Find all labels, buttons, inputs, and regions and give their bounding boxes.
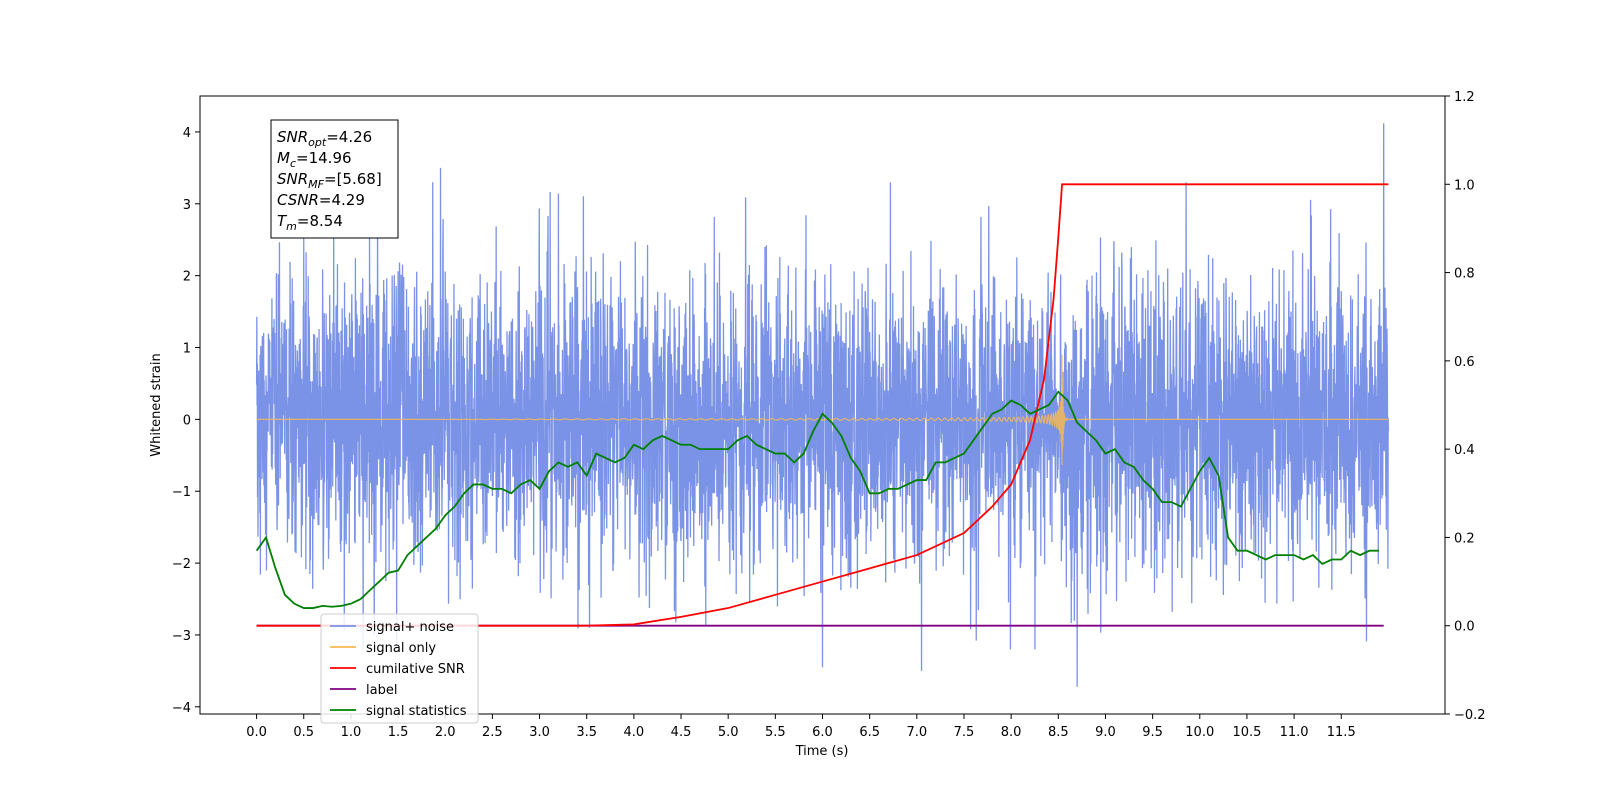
y-left-tick-label: −3 — [172, 629, 191, 644]
y-right-tick-label: 0.0 — [1454, 620, 1475, 635]
x-tick-label: 6.0 — [812, 725, 833, 740]
y-right-tick-label: 0.4 — [1454, 443, 1475, 458]
x-tick-label: 9.5 — [1142, 725, 1163, 740]
info-box-line: CSNR=4.29 — [277, 191, 365, 209]
x-tick-label: 7.5 — [954, 725, 975, 740]
x-tick-label: 2.5 — [482, 725, 503, 740]
y-left-tick-label: 4 — [183, 126, 191, 141]
y-axis-right: 1.2 1.0 0.8 0.6 0.4 0.2 0.0 −0.2 — [1445, 90, 1486, 723]
x-tick-label: 4.5 — [671, 725, 692, 740]
x-tick-label: 2.0 — [435, 725, 456, 740]
info-box: SNRopt=4.26Mc=14.96SNRMF=[5.68]CSNR=4.29… — [270, 119, 399, 239]
x-tick-label: 9.0 — [1095, 725, 1116, 740]
y-left-tick-label: 1 — [183, 342, 191, 357]
y-left-tick-label: −4 — [172, 701, 191, 716]
signal-only-line — [256, 354, 1389, 466]
y-left-tick-label: 3 — [183, 198, 191, 213]
info-box-frame — [270, 119, 399, 239]
info-box-line: Tm=8.54 — [277, 212, 343, 233]
x-tick-label: 8.0 — [1001, 725, 1022, 740]
legend-entry: label — [366, 683, 397, 698]
info-box-line: SNRopt=4.26 — [277, 128, 372, 149]
x-tick-label: 5.5 — [765, 725, 786, 740]
x-tick-label: 3.5 — [576, 725, 597, 740]
signal-noise-line — [255, 123, 1390, 687]
x-tick-label: 6.5 — [859, 725, 880, 740]
y-axis-left: 4 3 2 1 0 −1 −2 −3 −4 — [172, 126, 200, 716]
x-tick-label: 11.0 — [1280, 725, 1309, 740]
legend-entry: cumilative SNR — [366, 662, 465, 677]
y-left-tick-label: −2 — [172, 557, 191, 572]
signal-only-series — [256, 354, 1389, 466]
x-tick-label: 7.0 — [906, 725, 927, 740]
x-tick-label: 3.0 — [529, 725, 550, 740]
x-tick-label: 8.5 — [1048, 725, 1069, 740]
x-tick-label: 1.0 — [341, 725, 362, 740]
y-right-tick-label: −0.2 — [1454, 708, 1486, 723]
y-left-tick-label: 2 — [183, 270, 191, 285]
x-tick-label: 0.0 — [246, 725, 267, 740]
y-right-tick-label: 0.2 — [1454, 531, 1475, 546]
y-axis-left-label: Whitened strain — [149, 353, 164, 456]
x-tick-label: 4.0 — [624, 725, 645, 740]
x-tick-label: 10.5 — [1232, 725, 1261, 740]
x-tick-label: 1.5 — [388, 725, 409, 740]
legend-entry: signal only — [366, 641, 436, 656]
signal-statistics-line — [255, 390, 1379, 609]
x-tick-label: 10.0 — [1185, 725, 1214, 740]
y-right-tick-label: 1.2 — [1454, 90, 1475, 105]
x-tick-label: 0.5 — [293, 725, 314, 740]
legend-frame — [320, 613, 479, 724]
y-left-tick-label: −1 — [172, 485, 191, 500]
legend-entry: signal+ noise — [366, 620, 454, 635]
signal-noise-series — [255, 123, 1390, 687]
y-left-tick-label: 0 — [183, 413, 191, 428]
y-right-tick-label: 0.8 — [1454, 267, 1475, 282]
cumulative-snr-line — [256, 183, 1389, 627]
legend: signal+ noise signal only cumilative SNR la… — [320, 613, 479, 724]
y-right-tick-label: 1.0 — [1454, 178, 1475, 193]
info-box-line: Mc=14.96 — [277, 149, 352, 170]
legend-entry: signal statistics — [366, 704, 467, 719]
y-right-tick-label: 0.6 — [1454, 355, 1475, 370]
x-axis: 0.0 0.5 1.0 1.5 2.0 2.5 3.0 3.5 4.0 4.5 5.0 5.5 6.0 6… — [246, 714, 1356, 740]
info-box-line: SNRMF=[5.68] — [277, 170, 382, 191]
x-tick-label: 5.0 — [718, 725, 739, 740]
x-tick-label: 11.5 — [1327, 725, 1356, 740]
x-axis-label: Time (s) — [795, 744, 849, 759]
